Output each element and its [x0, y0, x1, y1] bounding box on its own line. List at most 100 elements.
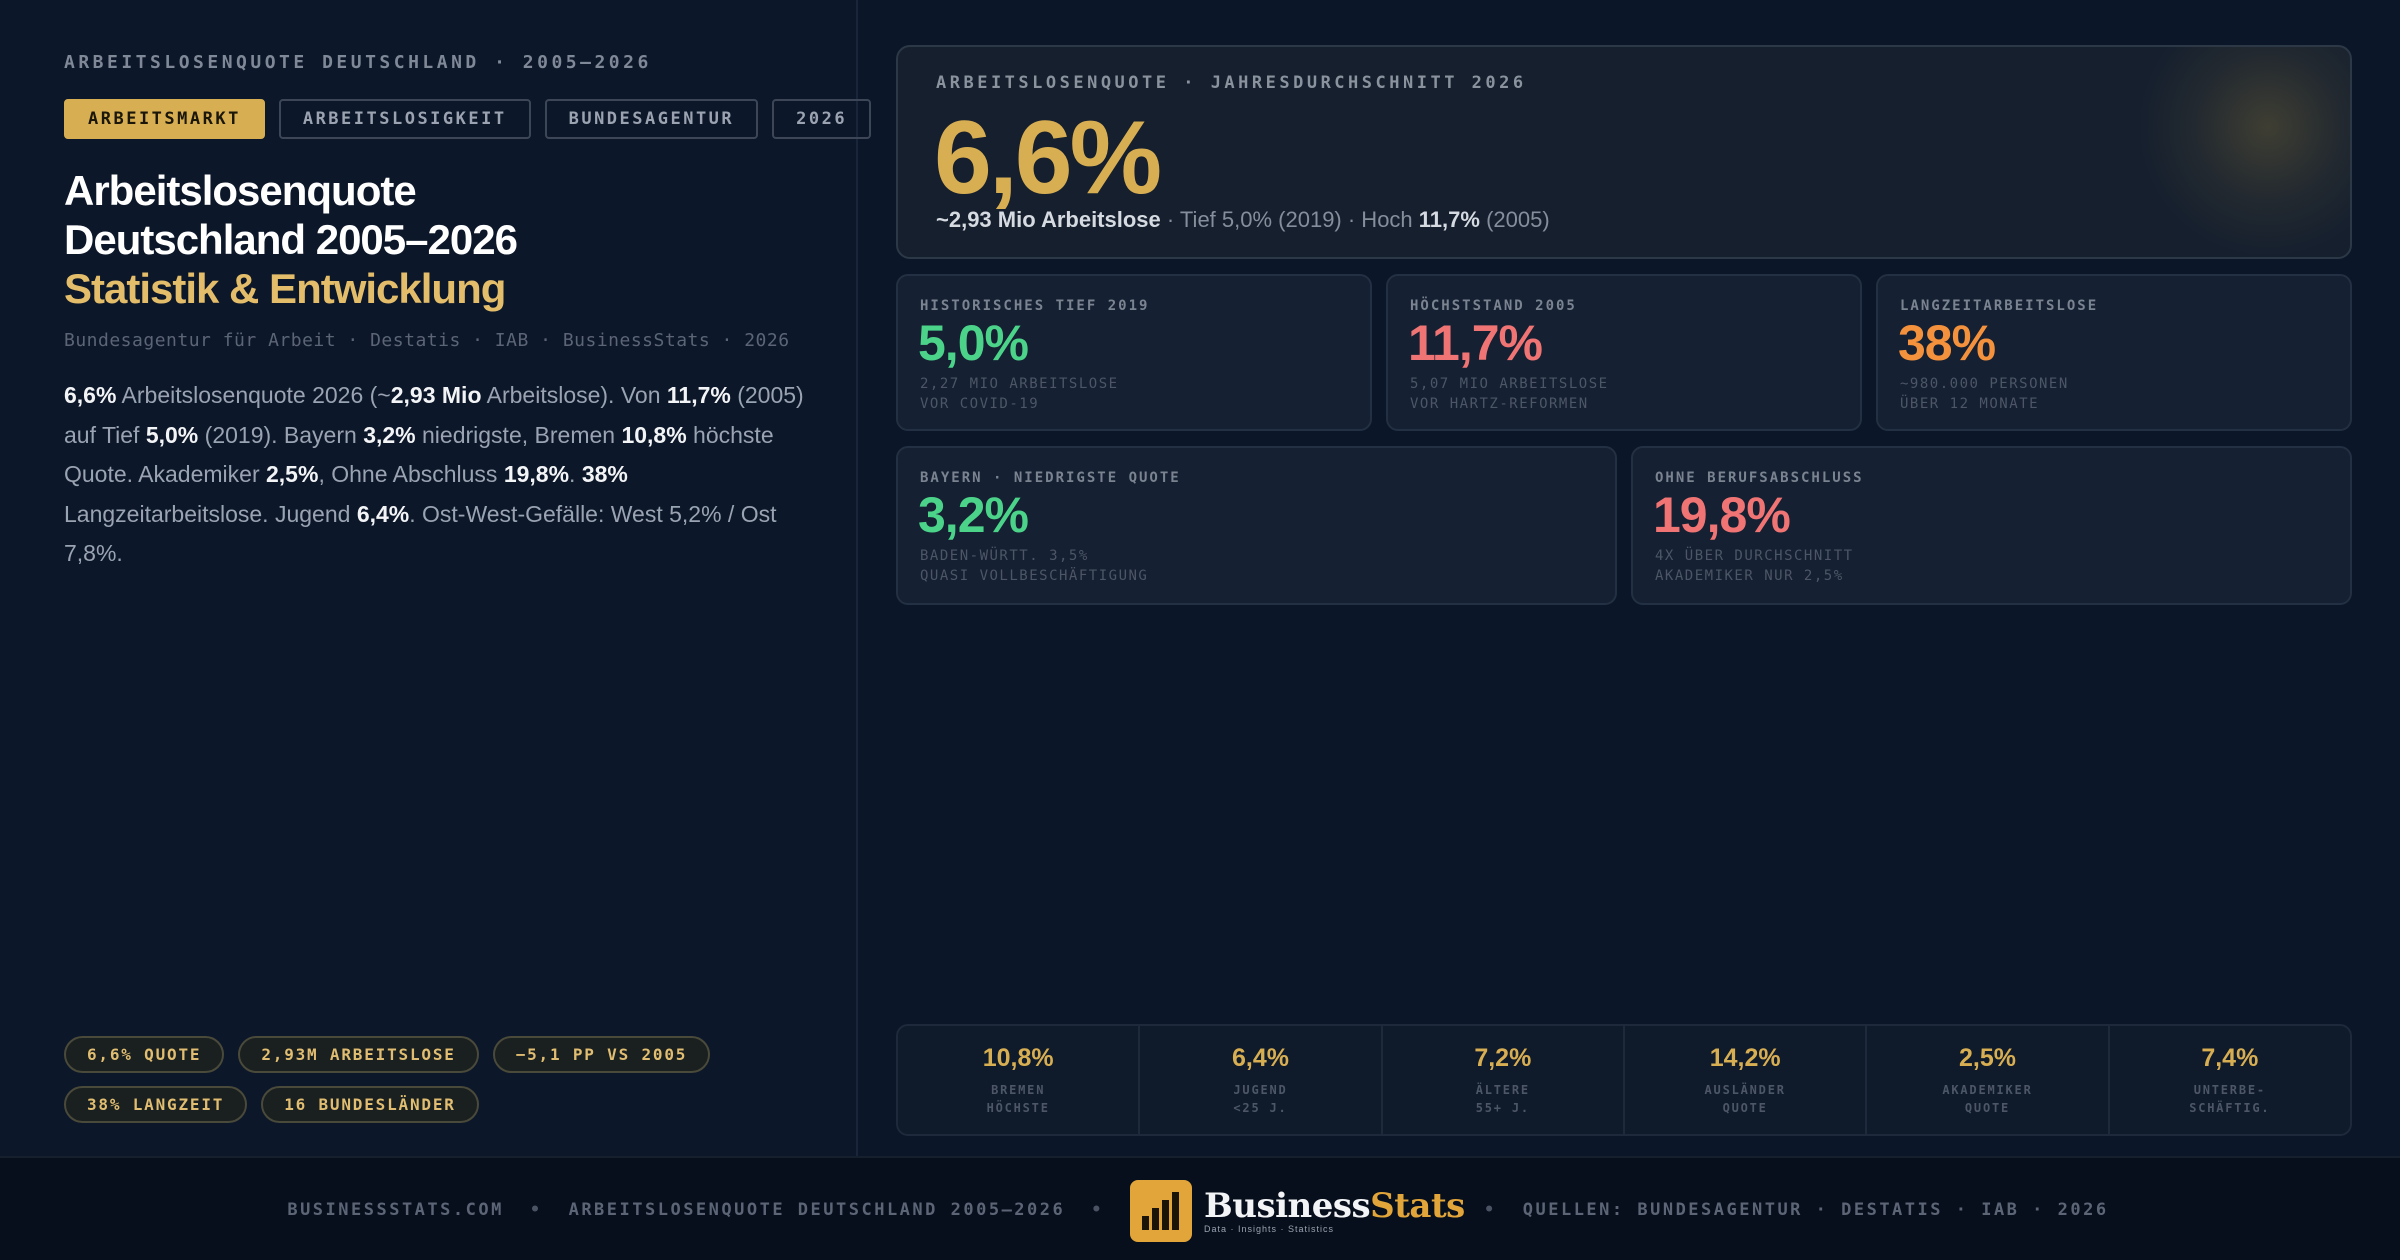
hero-card: ARBEITSLOSENQUOTE · JAHRESDURCHSCHNITT 2…: [896, 45, 2352, 259]
hero-subline: ~2,93 Mio Arbeitslose · Tief 5,0% (2019)…: [936, 207, 1550, 233]
hero-sub-bold-1: ~2,93 Mio Arbeitslose: [936, 207, 1161, 232]
footer-page-title: ARBEITSLOSENQUOTE DEUTSCHLAND 2005–2026: [568, 1200, 1066, 1220]
footer-site-link[interactable]: BUSINESSSTATS.COM: [287, 1200, 504, 1220]
stats-strip: 10,8% BREMEN HÖCHSTE 6,4% JUGEND <25 J. 7,…: [896, 1024, 2352, 1136]
stat-label: AUSLÄNDER QUOTE: [1625, 1081, 1865, 1117]
intro-highlight: 19,8%: [503, 461, 570, 487]
stat-label-1: AUSLÄNDER: [1704, 1083, 1786, 1097]
stat-value: 14,2%: [1709, 1044, 1781, 1072]
stat-label-2: SCHÄFTIG.: [2189, 1101, 2271, 1115]
stat-label: UNTERBE- SCHÄFTIG.: [2110, 1081, 2350, 1117]
kpi-note: 5,07 MIO ARBEITSLOSE VOR HARTZ-REFORMEN: [1410, 374, 1609, 414]
tag-list: ARBEITSMARKT ARBEITSLOSIGKEIT BUNDESAGEN…: [64, 99, 872, 139]
tag-arbeitsmarkt[interactable]: ARBEITSMARKT: [64, 99, 265, 139]
hero-sub-bold-2: 11,7%: [1418, 207, 1480, 232]
footer: BUSINESSSTATS.COM • ARBEITSLOSENQUOTE DEUT…: [0, 1156, 2400, 1260]
kpi-value: 5,0%: [918, 315, 1029, 371]
kpi-label: HISTORISCHES TIEF 2019: [920, 298, 1150, 314]
stat-label-2: 55+ J.: [1475, 1101, 1530, 1115]
stat-label: BREMEN HÖCHSTE: [898, 1081, 1138, 1117]
kpi-note-1: 2,27 MIO ARBEITSLOSE: [920, 376, 1119, 392]
stat-label: ÄLTERE 55+ J.: [1383, 1081, 1623, 1117]
stat-label-1: UNTERBE-: [2193, 1083, 2266, 1097]
pill-quote: 6,6% QUOTE: [64, 1036, 225, 1073]
logo-wordmark: BusinessStats: [1204, 1188, 1465, 1224]
stat-bremen: 10,8% BREMEN HÖCHSTE: [898, 1026, 1141, 1134]
intro-text: . Ost-West-Gefälle: West 5,2% / Ost 7,8%…: [64, 500, 777, 567]
stat-label-1: BREMEN: [991, 1083, 1046, 1097]
kpi-note-1: BADEN-WÜRTT. 3,5%: [920, 548, 1089, 564]
sources-line: Bundesagentur für Arbeit · Destatis · IA…: [64, 330, 790, 351]
tag-bundesagentur[interactable]: BUNDESAGENTUR: [544, 99, 759, 139]
kpi-note-2: QUASI VOLLBESCHÄFTIGUNG: [920, 568, 1149, 584]
footer-separator: •: [1484, 1200, 1497, 1220]
intro-text: Arbeitslose). Von: [481, 382, 667, 408]
intro-highlight: 11,7%: [666, 382, 731, 408]
title-line-1: Arbeitslosenquote: [64, 167, 417, 214]
footer-separator: •: [529, 1200, 543, 1220]
kpi-note-2: AKADEMIKER NUR 2,5%: [1655, 568, 1844, 584]
intro-highlight: 6,6%: [64, 382, 117, 408]
page-title: Arbeitslosenquote Deutschland 2005–2026 …: [64, 166, 824, 313]
stat-value: 7,2%: [1474, 1044, 1532, 1072]
stat-value: 6,4%: [1232, 1044, 1289, 1072]
kpi-note-1: 5,07 MIO ARBEITSLOSE: [1410, 376, 1609, 392]
kpi-value: 3,2%: [918, 487, 1029, 543]
intro-paragraph: 6,6% Arbeitslosenquote 2026 (~2,93 Mio A…: [64, 376, 824, 574]
kpi-label: HÖCHSTSTAND 2005: [1410, 298, 1577, 314]
kpi-note: BADEN-WÜRTT. 3,5% QUASI VOLLBESCHÄFTIGUNG: [920, 546, 1148, 586]
intro-highlight: 5,0%: [145, 421, 199, 448]
kpi-value: 19,8%: [1653, 487, 1791, 543]
tag-2026[interactable]: 2026: [772, 99, 872, 139]
pill-langzeit: 38% LANGZEIT: [64, 1086, 248, 1123]
kpi-note-1: ~980.000 PERSONEN: [1900, 376, 2069, 392]
pill-bundeslaender: 16 BUNDESLÄNDER: [261, 1086, 479, 1123]
intro-text: höchste Quote. Akademiker: [64, 421, 774, 488]
kpi-note: 4X ÜBER DURCHSCHNITT AKADEMIKER NUR 2,5%: [1655, 546, 1854, 586]
kpi-note: ~980.000 PERSONEN ÜBER 12 MONATE: [1900, 374, 2069, 414]
stat-label-2: QUOTE: [1722, 1101, 1768, 1115]
intro-highlight: 38%: [581, 461, 628, 487]
logo-word-business: Business: [1204, 1186, 1371, 1226]
stat-label: AKADEMIKER QUOTE: [1867, 1081, 2107, 1117]
bar-chart-icon: [1130, 1180, 1192, 1242]
logo-text: BusinessStats Data · Insights · Statisti…: [1204, 1188, 1465, 1234]
footer-separator: •: [1091, 1200, 1104, 1220]
stat-unterbeschaeftigt: 7,4% UNTERBE- SCHÄFTIG.: [2110, 1026, 2350, 1134]
intro-text: Arbeitslosenquote 2026 (~: [116, 382, 391, 408]
stat-label-1: ÄLTERE: [1475, 1083, 1530, 1097]
stat-label-1: JUGEND: [1233, 1083, 1288, 1097]
footer-left: BUSINESSSTATS.COM • ARBEITSLOSENQUOTE DEUT…: [287, 1200, 1130, 1220]
intro-highlight: 2,5%: [266, 461, 319, 487]
kpi-label: LANGZEITARBEITSLOSE: [1900, 298, 2099, 314]
footer-right: • QUELLEN: BUNDESAGENTUR · DESTATIS · IAB…: [1484, 1200, 2109, 1220]
kpi-value: 11,7%: [1408, 315, 1543, 371]
kpi-card-langzeit: LANGZEITARBEITSLOSE 38% ~980.000 PERSONE…: [1876, 274, 2352, 431]
kpi-note-2: VOR COVID-19: [920, 396, 1040, 412]
pill-list: 6,6% QUOTE 2,93M ARBEITSLOSE −5,1 PP VS …: [64, 1036, 824, 1123]
stat-label-2: <25 J.: [1233, 1101, 1288, 1115]
intro-text: , Ohne Abschluss: [318, 461, 504, 487]
intro-highlight: 2,93 Mio: [390, 382, 482, 408]
stat-value: 2,5%: [1958, 1044, 2016, 1072]
stat-auslaender: 14,2% AUSLÄNDER QUOTE: [1625, 1026, 1868, 1134]
intro-highlight: 3,2%: [363, 421, 416, 448]
stat-value: 10,8%: [982, 1044, 1054, 1072]
intro-text: .: [569, 461, 582, 487]
stat-label-2: HÖCHSTE: [986, 1101, 1050, 1115]
hero-value: 6,6%: [934, 100, 1162, 216]
stat-label-1: AKADEMIKER: [1942, 1083, 2033, 1097]
kpi-card-tief-2019: HISTORISCHES TIEF 2019 5,0% 2,27 MIO ARB…: [896, 274, 1372, 431]
kpi-label: OHNE BERUFSABSCHLUSS: [1655, 470, 1864, 486]
businessstats-logo[interactable]: BusinessStats Data · Insights · Statisti…: [1130, 1180, 1465, 1242]
stat-akademiker: 2,5% AKADEMIKER QUOTE: [1867, 1026, 2110, 1134]
kpi-label: BAYERN · NIEDRIGSTE QUOTE: [920, 470, 1181, 486]
kpi-card-hoechststand-2005: HÖCHSTSTAND 2005 11,7% 5,07 MIO ARBEITSL…: [1386, 274, 1862, 431]
stat-aeltere: 7,2% ÄLTERE 55+ J.: [1383, 1026, 1625, 1134]
stat-label-2: QUOTE: [1964, 1101, 2011, 1115]
kpi-note-2: VOR HARTZ-REFORMEN: [1410, 396, 1589, 412]
kpi-note-1: 4X ÜBER DURCHSCHNITT: [1655, 548, 1854, 564]
kpi-card-bayern: BAYERN · NIEDRIGSTE QUOTE 3,2% BADEN-WÜR…: [896, 446, 1617, 605]
tag-arbeitslosigkeit[interactable]: ARBEITSLOSIGKEIT: [278, 99, 531, 139]
pill-arbeitslose: 2,93M ARBEITSLOSE: [238, 1036, 479, 1073]
